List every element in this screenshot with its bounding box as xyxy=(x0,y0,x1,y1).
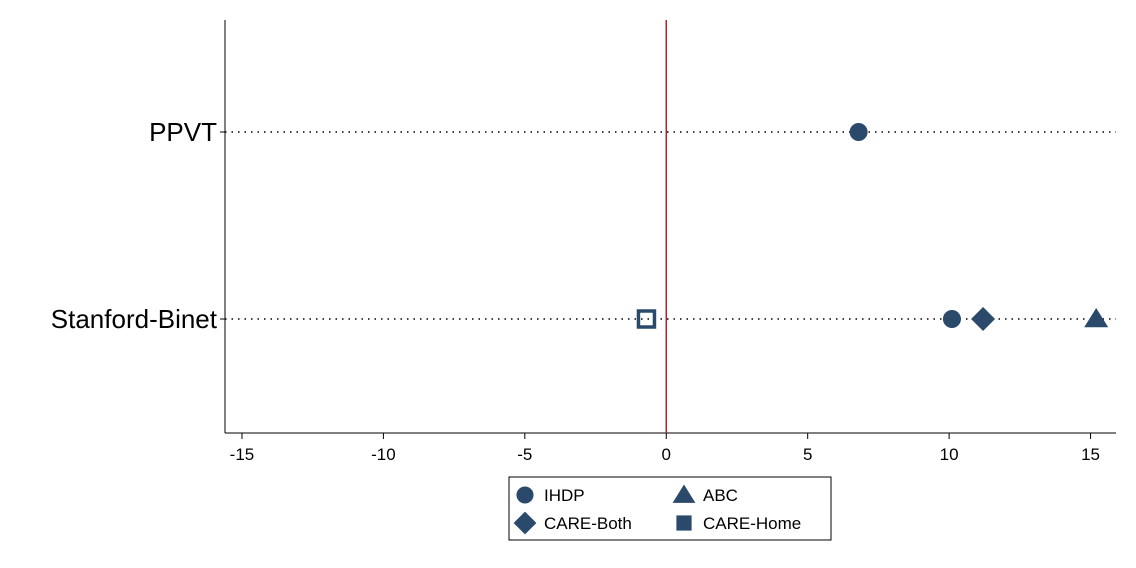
legend-label: ABC xyxy=(703,486,738,505)
abc-marker xyxy=(1084,308,1109,328)
ihdp-marker xyxy=(942,310,961,328)
legend-label: CARE-Both xyxy=(544,514,632,533)
legend-label: CARE-Home xyxy=(703,514,801,533)
x-tick-label: 10 xyxy=(940,445,959,464)
category-label: Stanford-Binet xyxy=(51,304,218,334)
legend-label: IHDP xyxy=(544,486,585,505)
legend-marker-care-both xyxy=(513,511,537,535)
ihdp-marker xyxy=(849,123,868,141)
legend: IHDP ABC CARE-Both CARE-Home xyxy=(508,476,832,541)
legend-box xyxy=(508,476,832,541)
care-home-marker xyxy=(636,309,657,329)
x-tick-label: 15 xyxy=(1081,445,1100,464)
x-tick-label: -15 xyxy=(230,445,255,464)
x-tick-label: -5 xyxy=(517,445,532,464)
x-tick-label: -10 xyxy=(371,445,396,464)
legend-marker-ihdp xyxy=(516,486,534,504)
legend-marker-care-home xyxy=(676,515,692,531)
legend-marker-abc xyxy=(672,484,696,503)
category-label: PPVT xyxy=(149,117,217,147)
care-both-marker xyxy=(971,307,996,331)
x-tick-label: 0 xyxy=(662,445,671,464)
x-tick-label: 5 xyxy=(803,445,812,464)
